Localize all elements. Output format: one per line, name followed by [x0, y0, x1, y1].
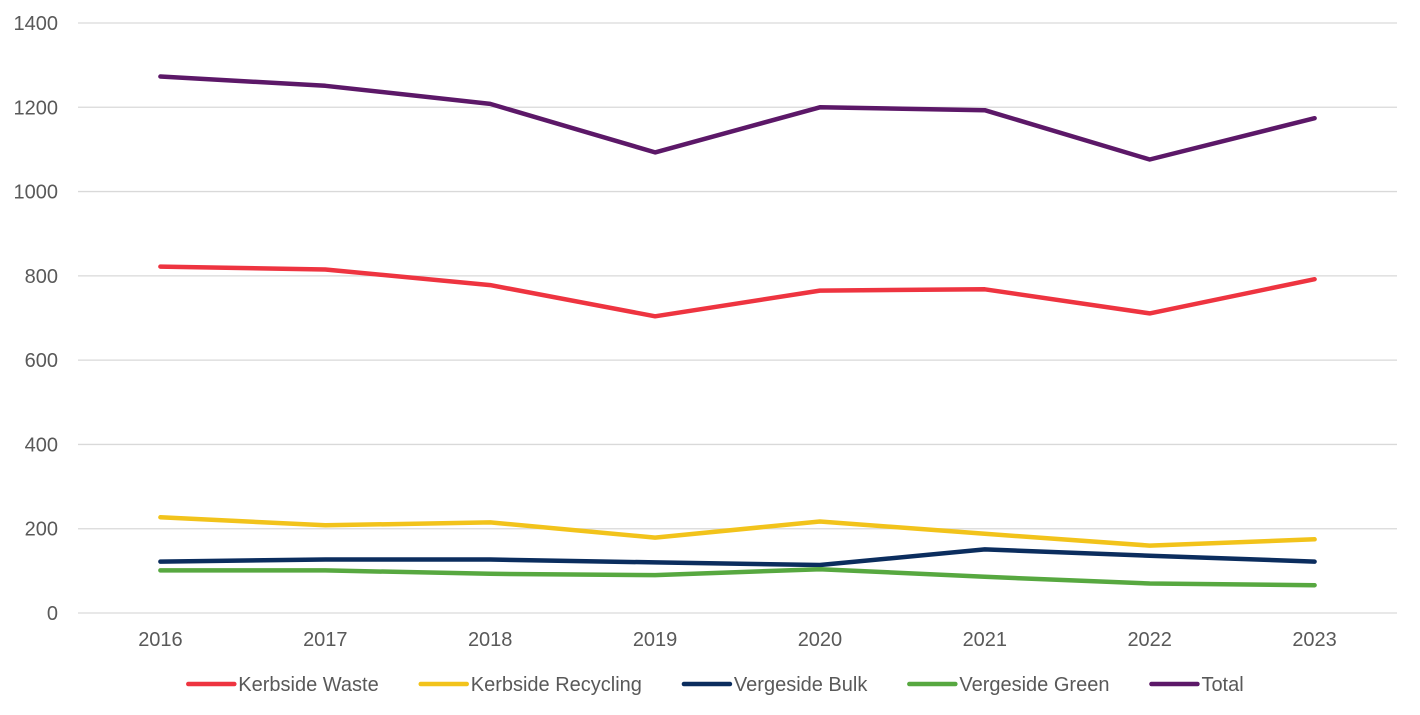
- x-tick-label: 2019: [633, 629, 678, 651]
- x-axis-tick-labels: 2016 2017 2018 2019 2020 2021 2022 2023: [138, 629, 1337, 651]
- y-tick-label: 600: [25, 350, 58, 372]
- y-axis-tick-labels: 0 200 400 600 800 1000 1200 1400: [14, 13, 59, 625]
- gridlines: [78, 22, 1397, 614]
- y-tick-label: 200: [25, 519, 58, 541]
- series-line-total: [158, 74, 1317, 162]
- y-tick-label: 1400: [14, 13, 59, 35]
- y-tick-label: 800: [25, 266, 58, 288]
- y-tick-label: 0: [47, 603, 58, 625]
- x-tick-label: 2018: [468, 629, 513, 651]
- x-tick-label: 2021: [963, 629, 1008, 651]
- x-tick-label: 2017: [303, 629, 348, 651]
- legend-item-kerbside-waste: Kerbside Waste: [186, 674, 379, 696]
- legend-item-vergeside-bulk: Vergeside Bulk: [681, 674, 868, 696]
- legend-label: Total: [1201, 674, 1243, 696]
- legend-label: Vergeside Green: [959, 674, 1109, 696]
- x-tick-label: 2020: [798, 629, 843, 651]
- series-lines: [158, 74, 1317, 588]
- x-tick-label: 2016: [138, 629, 183, 651]
- legend-item-kerbside-recycling: Kerbside Recycling: [418, 674, 642, 696]
- legend-label: Kerbside Recycling: [471, 674, 642, 696]
- y-tick-label: 1000: [14, 182, 59, 204]
- y-tick-label: 400: [25, 434, 58, 456]
- series-line-vergeside-bulk: [158, 547, 1317, 568]
- legend: Kerbside Waste Kerbside Recycling Vergesid…: [186, 674, 1244, 696]
- legend-label: Vergeside Bulk: [734, 674, 868, 696]
- series-line-kerbside-waste: [158, 264, 1317, 319]
- legend-label: Kerbside Waste: [238, 674, 378, 696]
- legend-item-vergeside-green: Vergeside Green: [907, 674, 1109, 696]
- legend-item-total: Total: [1149, 674, 1244, 696]
- series-line-kerbside-recycling: [158, 515, 1317, 548]
- series-line-vergeside-green: [158, 566, 1317, 588]
- y-tick-label: 1200: [14, 97, 59, 119]
- x-tick-label: 2022: [1127, 629, 1172, 651]
- x-tick-label: 2023: [1292, 629, 1337, 651]
